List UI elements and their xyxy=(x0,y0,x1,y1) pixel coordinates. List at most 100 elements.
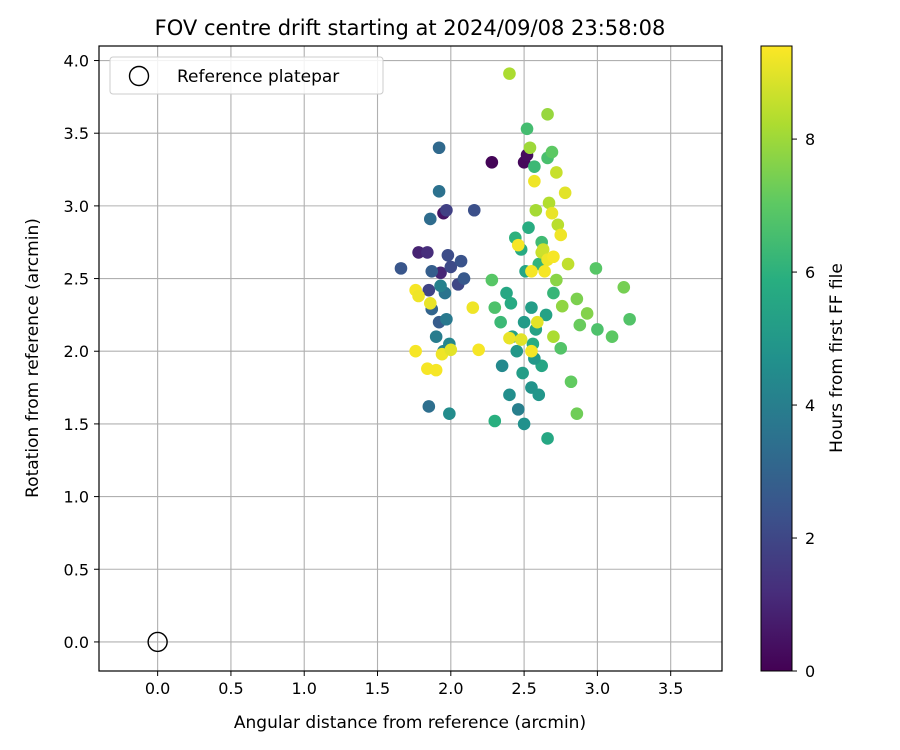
data-point xyxy=(589,262,603,275)
y-tick-label: 2.5 xyxy=(64,270,89,289)
data-point xyxy=(538,264,551,278)
data-point xyxy=(542,196,556,210)
data-point xyxy=(434,279,447,293)
x-tick-label: 2.0 xyxy=(438,679,463,698)
data-point xyxy=(495,359,509,373)
data-point xyxy=(421,246,434,259)
data-point xyxy=(605,330,619,343)
data-point xyxy=(504,296,518,310)
data-point xyxy=(545,206,559,220)
data-point xyxy=(591,323,604,336)
legend-label: Reference platepar xyxy=(177,67,339,87)
data-point xyxy=(528,160,541,173)
data-point xyxy=(422,283,436,297)
data-point xyxy=(429,330,443,343)
legend-marker xyxy=(128,65,150,87)
data-point xyxy=(432,141,446,155)
data-point xyxy=(503,331,516,345)
y-tick-label: 0.5 xyxy=(64,560,89,579)
data-point xyxy=(440,312,453,326)
data-point xyxy=(457,272,471,285)
data-point xyxy=(503,388,516,402)
y-axis-label: Rotation from reference (arcmin) xyxy=(23,218,43,498)
data-point xyxy=(472,343,485,357)
colorbar-tick-label: 0 xyxy=(805,662,815,681)
data-point xyxy=(554,228,568,242)
legend-box xyxy=(109,56,384,95)
data-point xyxy=(511,238,525,252)
data-point xyxy=(488,301,502,314)
data-point xyxy=(503,67,516,80)
data-point xyxy=(532,388,546,402)
data-point xyxy=(466,301,480,314)
data-point xyxy=(412,246,425,259)
legend: Reference platepar xyxy=(109,56,384,95)
data-point xyxy=(529,203,543,217)
data-point xyxy=(444,260,458,274)
x-tick-label: 3.5 xyxy=(658,679,683,698)
data-point xyxy=(440,203,453,217)
data-point xyxy=(422,400,436,413)
data-point xyxy=(444,343,458,357)
data-point xyxy=(617,280,631,294)
colorbar-label: Hours from first FF file xyxy=(827,263,847,453)
data-point xyxy=(516,366,529,380)
data-point xyxy=(485,155,499,169)
data-point xyxy=(528,174,541,188)
y-tick-label: 4.0 xyxy=(64,52,89,71)
data-point xyxy=(547,250,560,264)
colorbar-gradient xyxy=(760,45,793,672)
y-tick-label: 1.5 xyxy=(64,415,89,434)
data-point xyxy=(409,344,422,358)
data-point xyxy=(514,333,528,346)
colorbar: 0 2 4 6 8 Hours from first FF file xyxy=(760,45,847,681)
data-point xyxy=(488,414,502,428)
data-point xyxy=(432,185,446,198)
x-tick-label: 0.0 xyxy=(145,679,170,698)
data-point xyxy=(525,344,538,358)
data-point xyxy=(555,299,569,313)
data-point xyxy=(551,218,565,232)
data-point xyxy=(550,273,563,287)
data-point xyxy=(525,264,538,278)
data-point xyxy=(547,286,560,300)
colorbar-ticks: 0 2 4 6 8 xyxy=(792,130,815,681)
data-point xyxy=(541,432,554,445)
data-point xyxy=(520,122,534,136)
data-point xyxy=(494,315,507,329)
data-point xyxy=(570,407,584,421)
scatter-points xyxy=(394,67,636,445)
y-tick-label: 2.0 xyxy=(64,342,89,361)
x-tick-label: 1.0 xyxy=(291,679,316,698)
y-tick-label: 3.5 xyxy=(64,124,89,143)
data-point xyxy=(545,145,559,159)
data-point xyxy=(573,318,587,332)
data-point xyxy=(564,375,578,389)
x-tick-label: 2.5 xyxy=(511,679,536,698)
plot-frame xyxy=(98,45,723,672)
data-point xyxy=(454,254,468,268)
data-point xyxy=(570,292,584,306)
data-point xyxy=(517,315,531,329)
colorbar-tick-label: 8 xyxy=(805,130,815,149)
data-point xyxy=(554,342,568,355)
data-point xyxy=(500,286,513,300)
data-point xyxy=(517,417,531,431)
y-tick-label: 1.0 xyxy=(64,488,89,507)
y-axis-ticks: 0.0 0.5 1.0 1.5 2.0 2.5 3.0 3.5 4.0 xyxy=(64,52,99,652)
data-point xyxy=(423,212,437,226)
data-point xyxy=(423,296,437,310)
grid-lines xyxy=(99,46,722,671)
data-point xyxy=(412,289,425,303)
x-tick-label: 1.5 xyxy=(365,679,390,698)
data-point xyxy=(394,262,408,275)
data-point xyxy=(510,344,524,358)
data-point xyxy=(558,186,572,200)
y-tick-label: 3.0 xyxy=(64,197,89,216)
y-tick-label: 0.0 xyxy=(64,633,89,652)
data-point xyxy=(511,403,525,416)
data-point xyxy=(623,312,636,326)
reference-platepar-marker xyxy=(147,631,168,653)
data-point xyxy=(443,407,456,421)
